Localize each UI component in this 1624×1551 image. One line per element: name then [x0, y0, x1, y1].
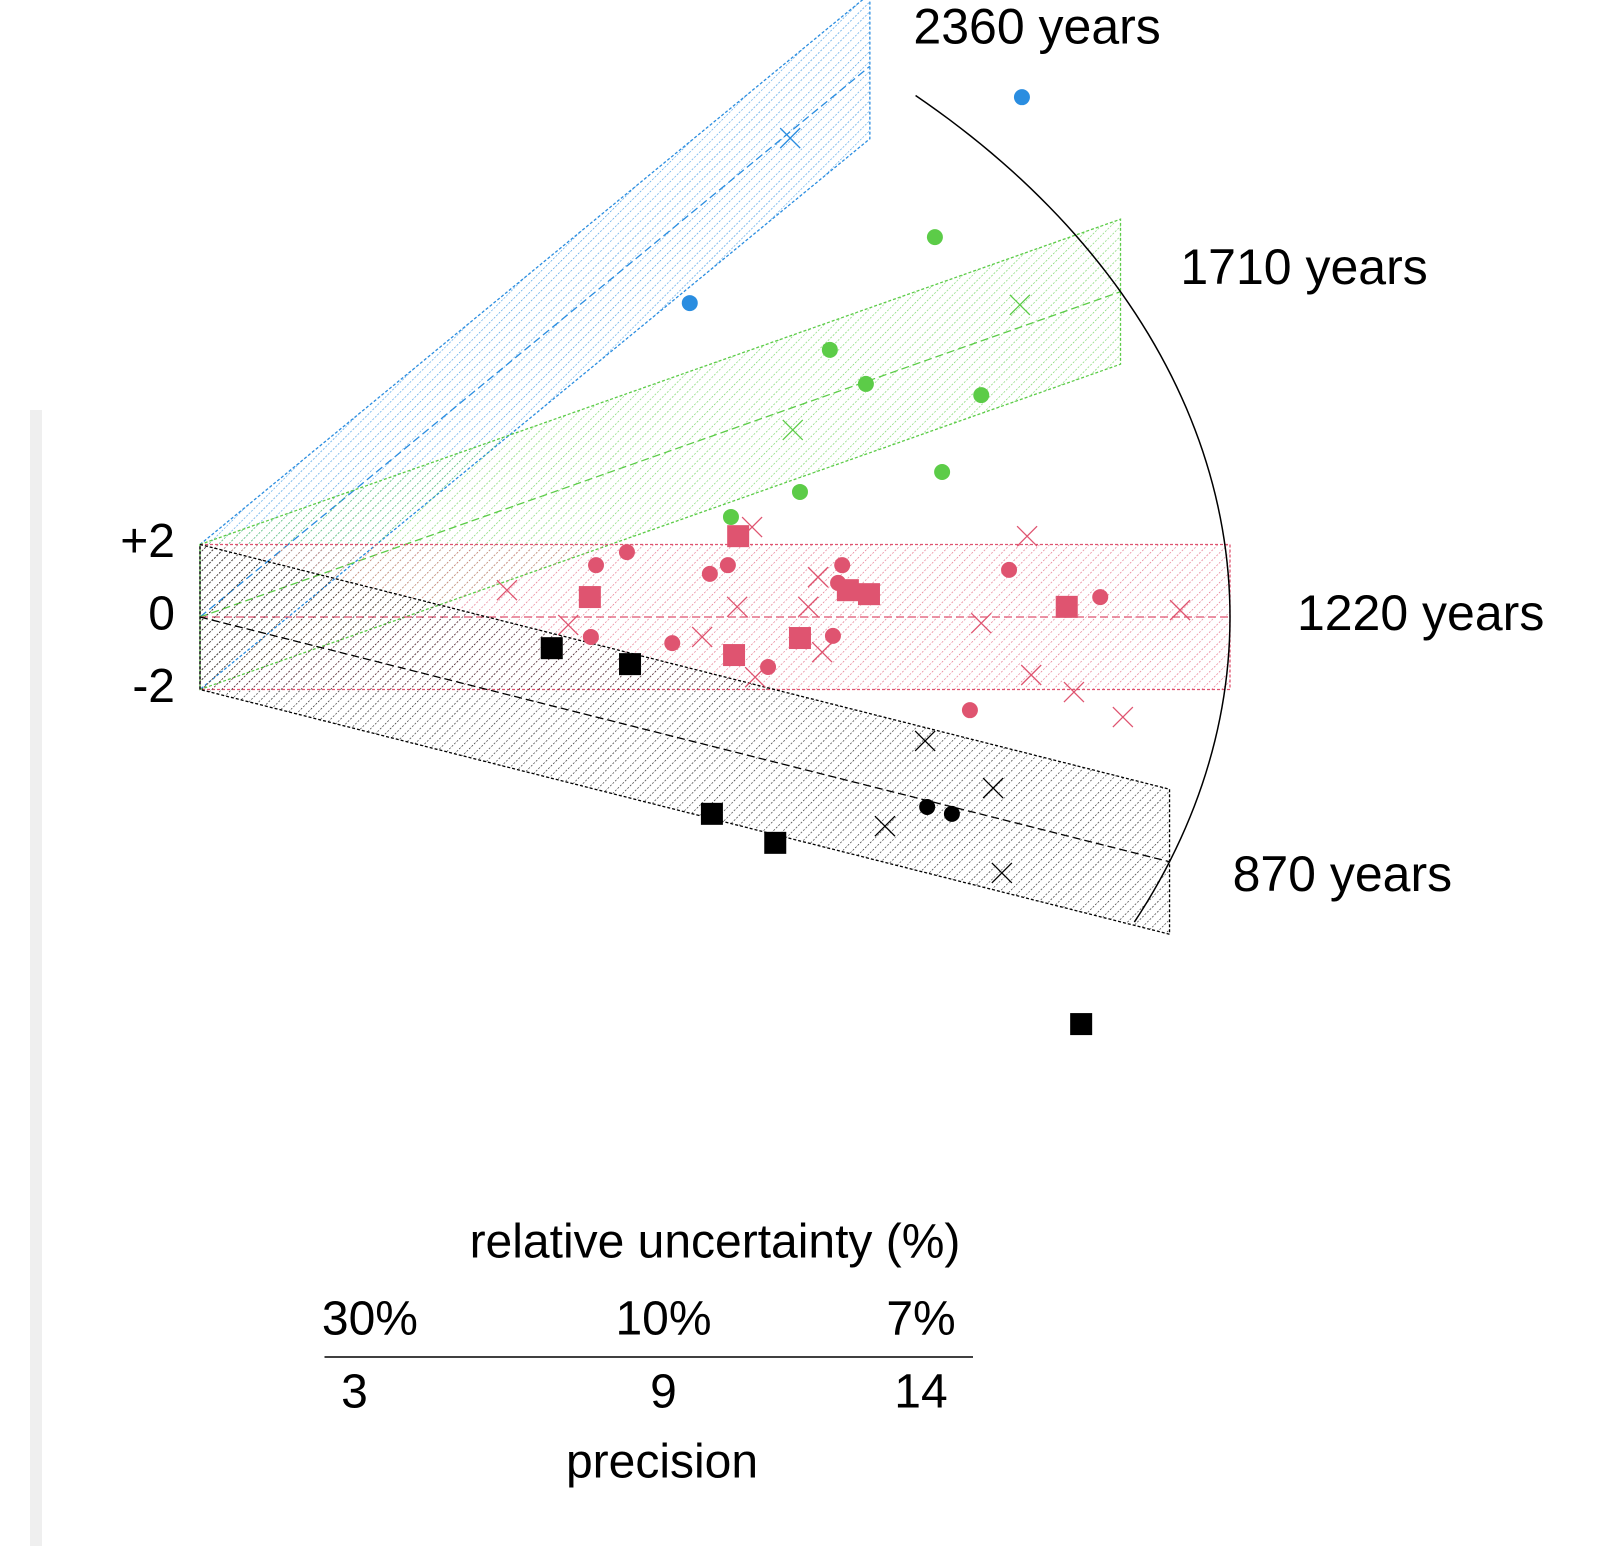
point-cross — [741, 516, 763, 538]
point-square — [836, 579, 859, 602]
point-circle — [834, 557, 851, 574]
point-cross — [1063, 681, 1085, 703]
point-square — [727, 525, 750, 548]
point-circle — [961, 702, 978, 719]
point-circle — [926, 229, 943, 246]
radial-tick-label: 2360 years — [913, 0, 1160, 55]
point-cross — [914, 730, 936, 752]
point-cross — [726, 596, 748, 618]
point-cross — [982, 777, 1004, 799]
point-cross — [807, 566, 829, 588]
x-top-tick-label: 7% — [886, 1293, 955, 1346]
point-circle — [791, 483, 808, 500]
point-cross — [797, 596, 819, 618]
side-bar — [30, 410, 42, 1546]
x-top-tick-label: 30% — [322, 1293, 418, 1346]
point-circle — [588, 557, 605, 574]
point-square — [619, 653, 642, 676]
point-square — [857, 583, 880, 606]
x-tick-label: 9 — [650, 1366, 677, 1419]
point-cross — [557, 614, 579, 636]
point-cross — [1020, 664, 1042, 686]
point-square — [788, 627, 811, 650]
point-square — [764, 831, 787, 854]
x-tick-label: 14 — [894, 1366, 947, 1419]
point-circle — [681, 295, 698, 312]
point-cross — [811, 641, 833, 663]
band-center-line — [199, 616, 1170, 863]
radial-tick-label: 870 years — [1233, 846, 1453, 902]
point-circle — [701, 565, 718, 582]
point-cross — [1009, 294, 1031, 316]
point-square — [723, 644, 746, 667]
x-title: precision — [566, 1436, 758, 1489]
point-cross — [779, 127, 801, 149]
point-square — [540, 637, 563, 660]
y-tick-label: -2 — [132, 660, 175, 713]
x-top-title: relative uncertainty (%) — [470, 1216, 961, 1269]
point-cross — [691, 626, 713, 648]
point-circle — [760, 659, 777, 676]
point-cross — [744, 666, 766, 688]
radial-arc — [915, 94, 1231, 923]
point-circle — [1092, 589, 1109, 606]
point-circle — [973, 387, 990, 404]
point-cross — [1169, 599, 1191, 621]
point-square — [700, 802, 723, 825]
point-circle — [1013, 89, 1030, 106]
point-square — [1055, 595, 1078, 618]
point-circle — [1001, 561, 1018, 578]
point-cross — [1112, 706, 1134, 728]
x-tick-label: 3 — [341, 1366, 368, 1419]
point-circle — [934, 464, 951, 480]
point-square — [578, 586, 601, 609]
point-circle — [824, 627, 841, 644]
point-circle — [664, 635, 681, 652]
point-cross — [782, 419, 804, 441]
point-cross — [1016, 525, 1038, 547]
point-cross — [496, 579, 518, 601]
point-cross — [991, 862, 1013, 884]
x-top-tick-label: 10% — [615, 1293, 711, 1346]
point-circle — [943, 805, 960, 822]
radial-tick-label: 1710 years — [1180, 239, 1427, 295]
point-circle — [719, 557, 736, 574]
point-circle — [857, 375, 874, 392]
point-cross — [970, 612, 992, 634]
y-tick-label: 0 — [148, 588, 175, 641]
point-circle — [722, 508, 739, 525]
y-tick-label: +2 — [120, 515, 175, 568]
point-circle — [821, 341, 838, 358]
point-square — [1070, 1013, 1093, 1036]
point-circle — [582, 628, 599, 645]
point-circle — [618, 544, 635, 561]
point-cross — [874, 815, 896, 837]
radial-tick-label: 1220 years — [1297, 585, 1544, 641]
point-circle — [919, 798, 936, 815]
